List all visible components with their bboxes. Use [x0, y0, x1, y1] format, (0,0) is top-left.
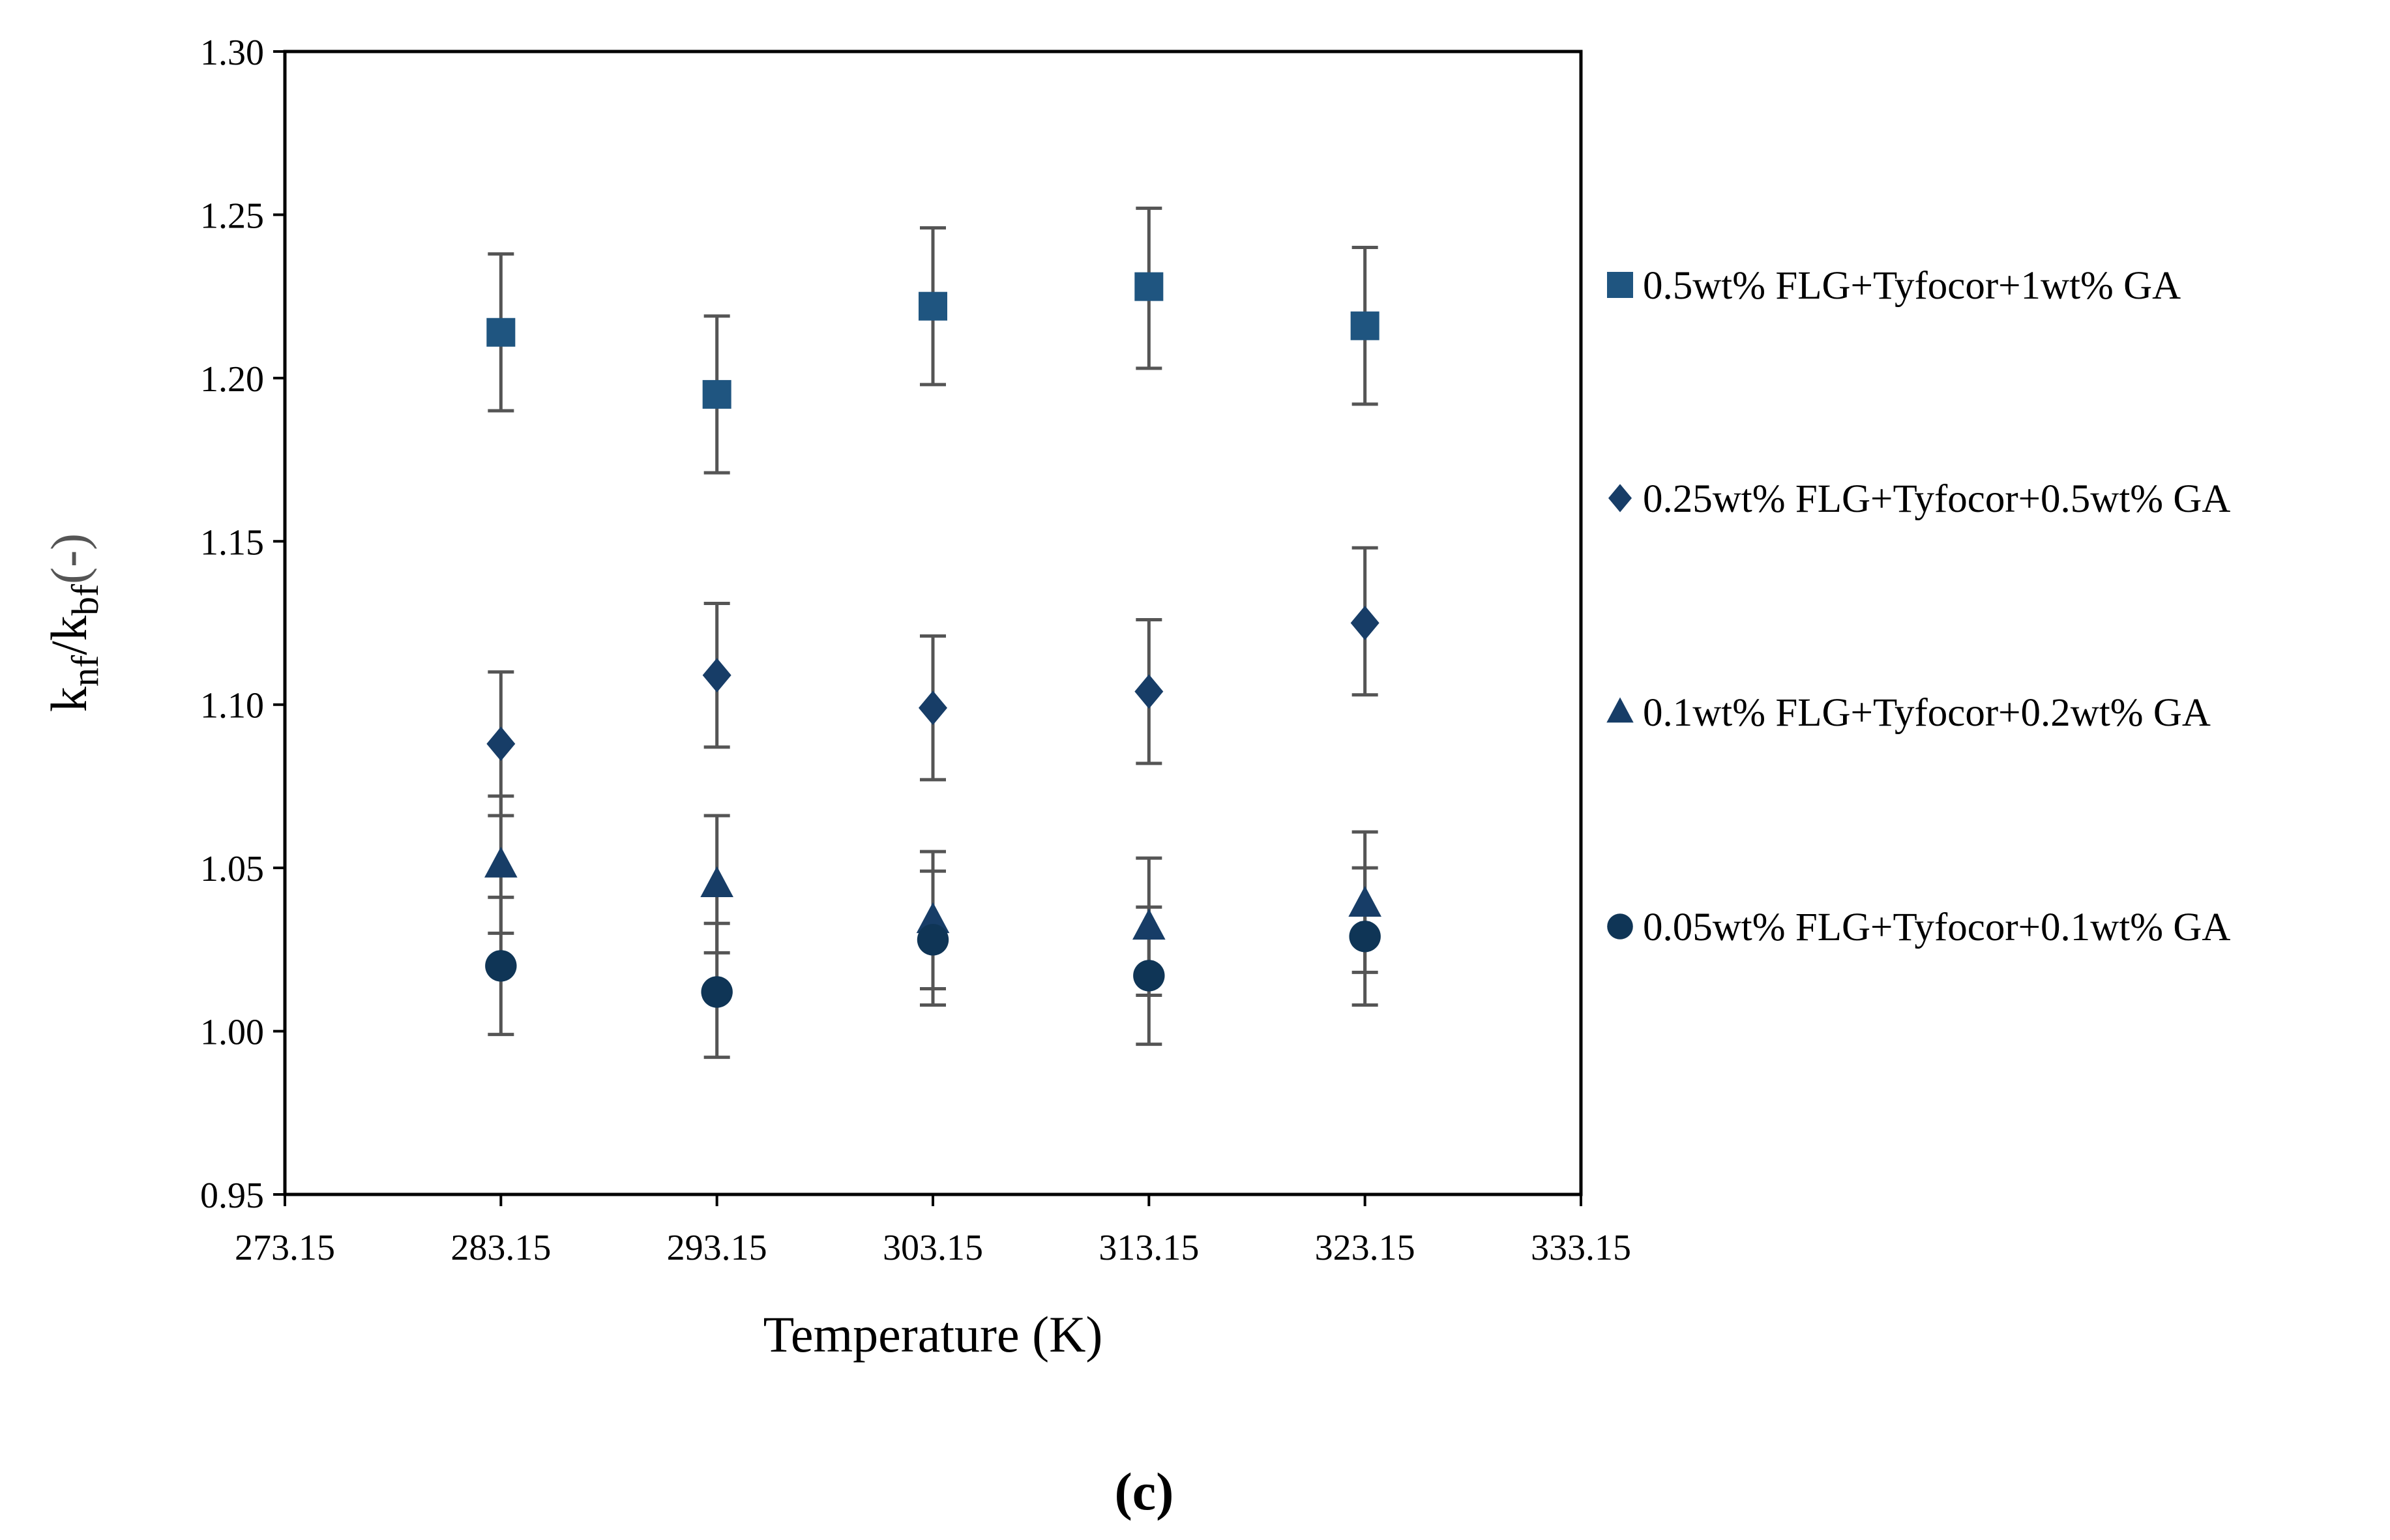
- legend-marker-diamond-icon: [1608, 484, 1632, 512]
- y-tick-label: 1.30: [200, 33, 264, 73]
- data-point-diamond: [1134, 674, 1164, 709]
- y-axis-title-sub-bf: bf: [64, 584, 106, 615]
- x-tick-label: 293.15: [667, 1228, 767, 1268]
- y-tick-label: 1.25: [200, 196, 264, 236]
- plot-area: [283, 50, 1583, 1196]
- legend-item: 0.1wt% FLG+Tyfocor+0.2wt% GA: [1606, 691, 2211, 735]
- legend-marker-circle-icon: [1607, 913, 1633, 940]
- y-axis-title-k: k: [40, 687, 97, 712]
- x-tick-label: 273.15: [235, 1228, 335, 1268]
- legend: 0.5wt% FLG+Tyfocor+1wt% GA 0.25wt% FLG+Ty…: [1606, 264, 2230, 949]
- data-point-diamond: [1350, 606, 1379, 640]
- y-tick-label: 1.15: [200, 522, 264, 563]
- legend-item: 0.05wt% FLG+Tyfocor+0.1wt% GA: [1607, 906, 2230, 949]
- y-tick-label: 1.10: [200, 686, 264, 726]
- y-tick-label: 0.95: [200, 1176, 264, 1216]
- data-point-circle: [1349, 921, 1381, 953]
- legend-item: 0.5wt% FLG+Tyfocor+1wt% GA: [1607, 264, 2181, 308]
- data-point-square: [919, 291, 947, 321]
- y-axis-title-slash-k: /k: [40, 615, 97, 655]
- legend-label: 0.1wt% FLG+Tyfocor+0.2wt% GA: [1643, 691, 2211, 735]
- data-point-diamond: [702, 658, 731, 693]
- data-point-triangle: [916, 902, 950, 934]
- data-point-diamond: [486, 726, 516, 762]
- legend-label: 0.05wt% FLG+Tyfocor+0.1wt% GA: [1643, 906, 2230, 949]
- y-tick-label: 1.20: [200, 359, 264, 400]
- data-point-square: [486, 318, 516, 347]
- panel-label: (c): [1114, 1462, 1173, 1521]
- x-tick-label: 283.15: [450, 1228, 551, 1268]
- y-axis-title-unit: (-): [40, 533, 97, 584]
- legend-label: 0.25wt% FLG+Tyfocor+0.5wt% GA: [1643, 477, 2230, 521]
- y-axis-title-sub-nf: nf: [64, 655, 106, 687]
- x-tick-label: 333.15: [1531, 1228, 1631, 1268]
- legend-marker-square-icon: [1607, 272, 1633, 298]
- y-axis-ticks: 0.95 1.00 1.05 1.10 1.15 1.20 1.25 1.30: [200, 33, 285, 1216]
- data-point-circle: [485, 950, 517, 982]
- data-point-circle: [1133, 960, 1165, 992]
- legend-item: 0.25wt% FLG+Tyfocor+0.5wt% GA: [1608, 477, 2230, 521]
- legend-label: 0.5wt% FLG+Tyfocor+1wt% GA: [1643, 264, 2181, 308]
- data-point-triangle: [1348, 885, 1381, 917]
- data-point-triangle: [1132, 908, 1166, 940]
- legend-marker-triangle-icon: [1606, 697, 1634, 723]
- y-tick-label: 1.05: [200, 849, 264, 889]
- data-point-square: [702, 379, 731, 409]
- x-axis-ticks: 273.15 283.15 293.15 303.15 313.15 323.15 333.…: [235, 1194, 1631, 1268]
- x-tick-label: 303.15: [883, 1228, 983, 1268]
- data-point-square: [1350, 311, 1379, 340]
- data-point-square: [1134, 272, 1164, 301]
- data-point-diamond: [919, 690, 947, 726]
- data-point-circle: [701, 976, 733, 1008]
- data-point-triangle: [484, 846, 518, 878]
- svg-text:knf/kbf(-): knf/kbf(-): [40, 533, 106, 712]
- data-point-triangle: [700, 866, 733, 897]
- data-markers: [484, 272, 1381, 1008]
- y-axis-title: knf/kbf(-): [40, 533, 106, 712]
- y-tick-label: 1.00: [200, 1013, 264, 1053]
- x-tick-label: 313.15: [1099, 1228, 1199, 1268]
- x-tick-label: 323.15: [1315, 1228, 1415, 1268]
- data-point-circle: [917, 924, 949, 956]
- x-axis-title: Temperature (K): [763, 1306, 1103, 1363]
